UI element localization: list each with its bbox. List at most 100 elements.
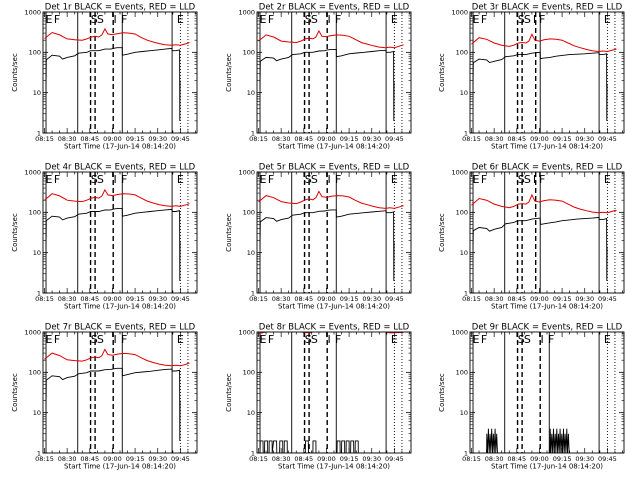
y-tick-label: 1 bbox=[464, 289, 468, 297]
y-tick-label: 1000 bbox=[451, 168, 468, 176]
series-lld-line bbox=[258, 190, 404, 209]
phase-marker: I bbox=[540, 333, 543, 346]
phase-marker: I bbox=[327, 13, 330, 26]
x-tick-label: 09:00 bbox=[317, 295, 336, 303]
y-tick-label: 1000 bbox=[24, 328, 41, 336]
series-lld-line bbox=[44, 188, 190, 207]
phase-marker: S bbox=[97, 13, 104, 26]
phase-marker: E bbox=[473, 13, 480, 26]
y-tick-label: 1 bbox=[464, 129, 468, 137]
panel-title: Det 8r BLACK = Events, RED = LLD bbox=[259, 323, 410, 333]
y-tick-label: 100 bbox=[29, 369, 41, 377]
plot-frame bbox=[256, 11, 412, 134]
plot-frame bbox=[469, 171, 625, 294]
x-tick-label: 08:15 bbox=[35, 455, 54, 463]
phase-marker: S bbox=[305, 333, 312, 346]
x-axis-label: Start Time (17-Jun-14 08:14:20) bbox=[64, 143, 176, 151]
x-tick-label: 09:30 bbox=[575, 295, 594, 303]
x-tick-label: 08:30 bbox=[58, 455, 77, 463]
panel-title: Det 7r BLACK = Events, RED = LLD bbox=[45, 323, 196, 333]
panel-title: Det 2r BLACK = Events, RED = LLD bbox=[259, 3, 410, 13]
phase-marker: E bbox=[177, 173, 184, 186]
phase-marker: F bbox=[121, 13, 127, 26]
x-tick-label: 09:15 bbox=[553, 135, 572, 143]
y-tick-label: 10 bbox=[247, 89, 255, 97]
x-tick-label: 08:45 bbox=[294, 455, 313, 463]
phase-marker: E bbox=[177, 13, 184, 26]
series-lld-line bbox=[44, 348, 190, 367]
phase-marker: S bbox=[91, 173, 98, 186]
x-tick-label: 08:15 bbox=[249, 135, 268, 143]
x-tick-label: 09:30 bbox=[362, 455, 381, 463]
phase-marker: S bbox=[524, 333, 531, 346]
series-events-line bbox=[486, 428, 570, 453]
x-tick-label: 08:30 bbox=[485, 135, 504, 143]
phase-marker: I bbox=[113, 13, 116, 26]
y-tick-label: 100 bbox=[29, 49, 41, 57]
phase-marker: F bbox=[54, 333, 60, 346]
x-tick-label: 09:15 bbox=[340, 135, 359, 143]
phase-marker: I bbox=[113, 333, 116, 346]
x-tick-label: 08:45 bbox=[294, 135, 313, 143]
y-tick-label: 10 bbox=[460, 249, 468, 257]
y-axis-label: Counts/sec bbox=[11, 213, 19, 252]
phase-marker: F bbox=[268, 333, 274, 346]
phase-marker: I bbox=[533, 13, 536, 26]
x-tick-label: 08:45 bbox=[507, 455, 526, 463]
x-tick-label: 08:15 bbox=[249, 455, 268, 463]
y-tick-label: 1 bbox=[251, 289, 255, 297]
x-axis-label: Start Time (17-Jun-14 08:14:20) bbox=[491, 463, 603, 471]
x-tick-label: 09:45 bbox=[598, 455, 617, 463]
plot-frame bbox=[42, 11, 198, 134]
phase-marker: S bbox=[518, 13, 525, 26]
y-tick-label: 1000 bbox=[238, 328, 255, 336]
x-tick-label: 08:45 bbox=[294, 295, 313, 303]
phase-marker: E bbox=[46, 333, 53, 346]
x-axis-label: Start Time (17-Jun-14 08:14:20) bbox=[278, 143, 390, 151]
phase-marker: E bbox=[391, 333, 398, 346]
phase-marker: I bbox=[327, 173, 330, 186]
phase-marker: S bbox=[91, 333, 98, 346]
y-axis-label: Counts/sec bbox=[438, 53, 446, 92]
y-tick-label: 1000 bbox=[451, 328, 468, 336]
x-tick-label: 09:45 bbox=[171, 135, 190, 143]
phase-marker: F bbox=[268, 13, 274, 26]
phase-marker: I bbox=[327, 333, 330, 346]
x-tick-label: 08:45 bbox=[507, 135, 526, 143]
x-tick-label: 09:00 bbox=[103, 295, 122, 303]
phase-marker: S bbox=[524, 173, 531, 186]
phase-marker: S bbox=[91, 13, 98, 26]
panel-title: Det 4r BLACK = Events, RED = LLD bbox=[45, 163, 196, 173]
y-axis-label: Counts/sec bbox=[225, 53, 233, 92]
series-events-line bbox=[259, 440, 386, 453]
y-tick-label: 10 bbox=[33, 89, 41, 97]
x-tick-label: 08:45 bbox=[507, 295, 526, 303]
series-lld-line bbox=[471, 193, 617, 214]
x-axis-label: Start Time (17-Jun-14 08:14:20) bbox=[491, 143, 603, 151]
phase-marker: F bbox=[54, 13, 60, 26]
y-tick-label: 10 bbox=[460, 89, 468, 97]
y-tick-label: 100 bbox=[456, 49, 468, 57]
y-tick-label: 10 bbox=[460, 409, 468, 417]
x-tick-label: 09:45 bbox=[385, 295, 404, 303]
phase-marker: F bbox=[548, 333, 554, 346]
x-tick-label: 09:30 bbox=[148, 135, 167, 143]
x-axis-label: Start Time (17-Jun-14 08:14:20) bbox=[491, 303, 603, 311]
x-axis-label: Start Time (17-Jun-14 08:14:20) bbox=[64, 463, 176, 471]
x-tick-label: 08:30 bbox=[272, 295, 291, 303]
x-tick-label: 09:45 bbox=[385, 455, 404, 463]
x-tick-label: 09:15 bbox=[553, 455, 572, 463]
phase-marker: S bbox=[518, 333, 525, 346]
series-events-line bbox=[472, 216, 608, 281]
plot-frame bbox=[256, 331, 412, 454]
phase-marker: F bbox=[539, 173, 545, 186]
y-tick-label: 100 bbox=[243, 209, 255, 217]
phase-marker: F bbox=[539, 13, 545, 26]
phase-marker: I bbox=[533, 173, 536, 186]
